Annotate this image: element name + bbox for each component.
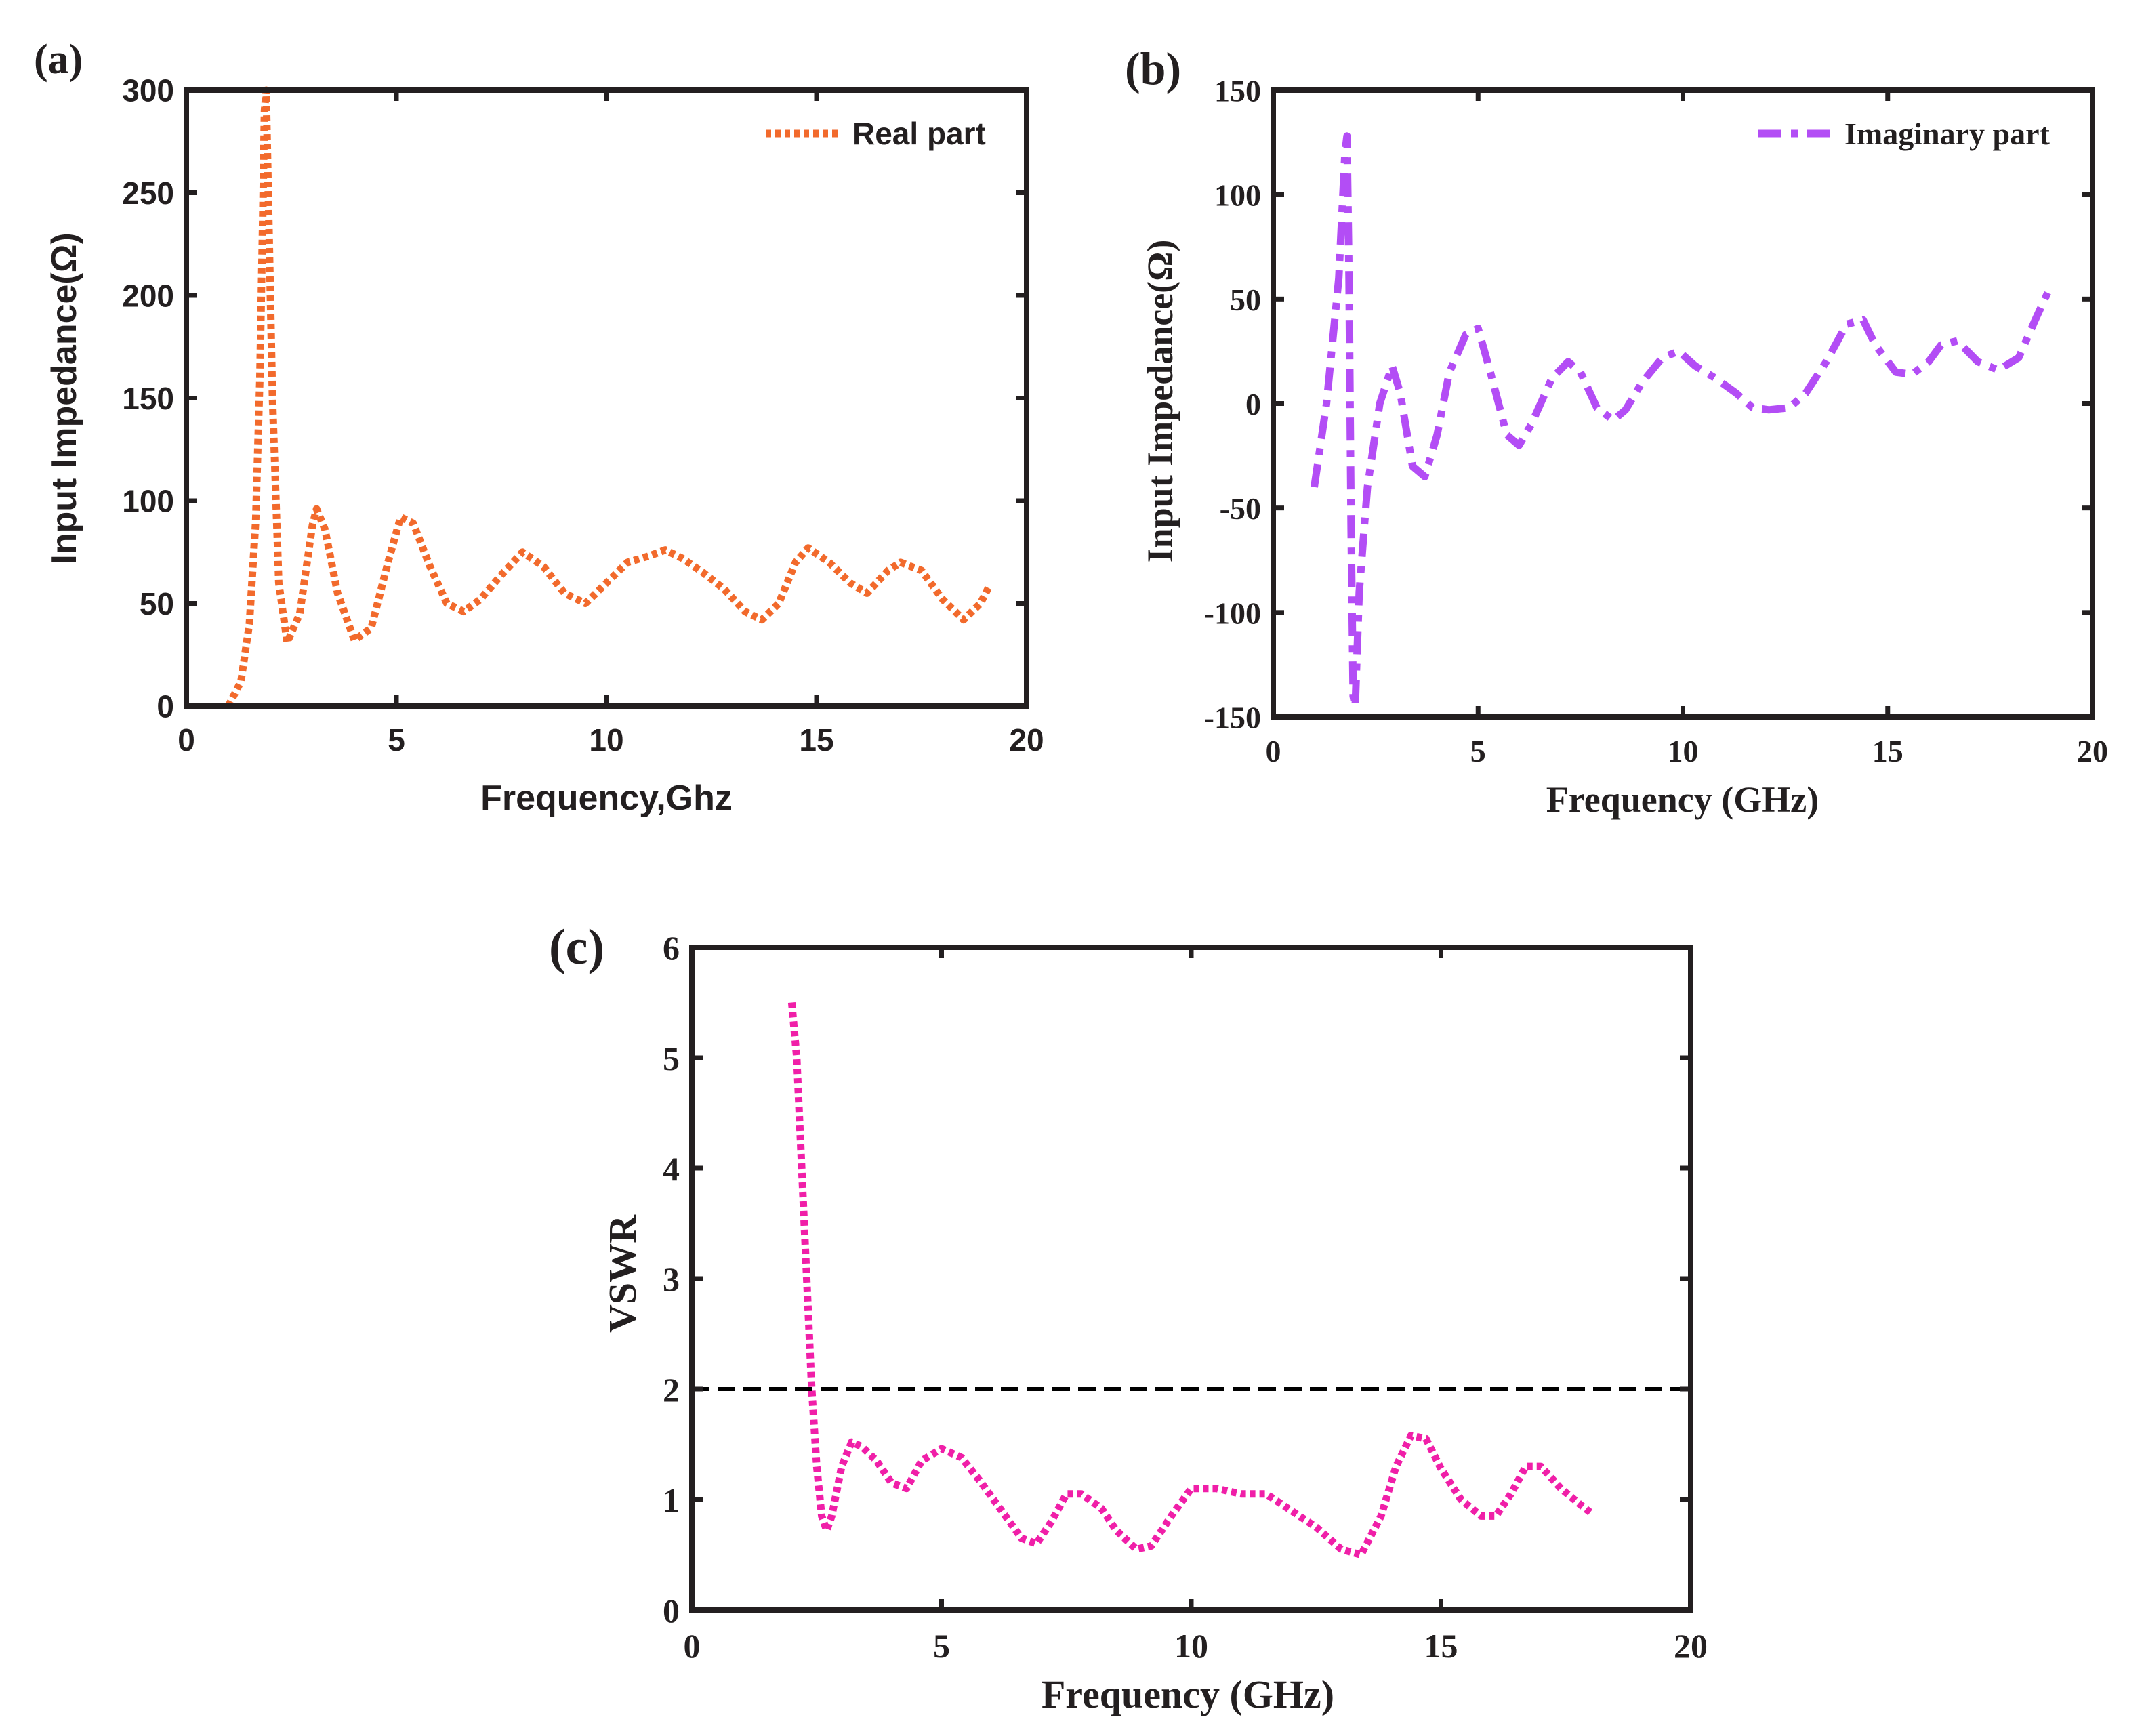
y-tick-label: 150 — [1214, 74, 1261, 108]
plot-frame — [1271, 87, 2095, 720]
x-axis-label: Frequency (GHz) — [1042, 1672, 1334, 1716]
x-tick-label: 15 — [1872, 734, 1903, 768]
y-axis-label: VSWR — [600, 1214, 644, 1333]
y-tick-label: 2 — [663, 1371, 680, 1409]
x-tick-label: 5 — [388, 722, 405, 758]
legend-label: Real part — [852, 116, 986, 151]
y-tick-label: 1 — [663, 1481, 680, 1519]
series-line-vswr — [787, 1002, 1593, 1558]
y-tick-label: 100 — [122, 484, 174, 519]
y-axis-label: Input Impedance(Ω) — [1140, 240, 1180, 563]
x-axis-label: Frequency (GHz) — [1546, 779, 1819, 820]
y-tick-label: 300 — [122, 73, 174, 108]
y-tick-label: 6 — [663, 929, 680, 967]
panel-c-chart: 0 5 10 15 20 0 1 2 3 4 5 6 Frequency (GHz) VSWR (c) — [549, 919, 1708, 1716]
x-tick-label: 10 — [1668, 734, 1699, 768]
x-tick-label: 5 — [1470, 734, 1486, 768]
legend-label: Imaginary part — [1844, 117, 2050, 151]
x-tick-label: 5 — [933, 1627, 950, 1665]
panel-b-chart: 0 5 10 15 20 -150 -100 -50 0 50 100 150 Frequency (G… — [1125, 43, 2108, 820]
series-line-imaginary-part — [1311, 132, 2055, 711]
y-tick-label: 4 — [663, 1150, 680, 1188]
y-tick-label: 50 — [140, 586, 174, 621]
y-tick-label: 0 — [1245, 387, 1261, 421]
x-tick-label: 15 — [799, 722, 833, 758]
panel-a-chart: 0 5 10 15 20050100150200250300Frequency,GhzI… — [34, 37, 1044, 818]
x-tick-label: 0 — [684, 1627, 701, 1665]
y-tick-label: 100 — [1214, 178, 1261, 213]
x-tick-label: 10 — [589, 722, 623, 758]
panel-label: (c) — [549, 919, 604, 975]
y-tick-label: 50 — [1230, 283, 1261, 317]
x-tick-label: 20 — [2077, 734, 2108, 768]
y-tick-label: 5 — [663, 1039, 680, 1077]
x-tick-label: 20 — [1009, 722, 1044, 758]
x-axis-label: Frequency,Ghz — [480, 779, 733, 818]
y-tick-label: 200 — [122, 278, 174, 314]
y-tick-label: 150 — [122, 381, 174, 416]
y-tick-label: -150 — [1204, 701, 1261, 735]
panel-label: (a) — [34, 37, 83, 83]
panel-label: (b) — [1125, 43, 1181, 94]
y-tick-label: 0 — [663, 1592, 680, 1630]
x-tick-label: 10 — [1174, 1627, 1208, 1665]
y-tick-label: 250 — [122, 175, 174, 211]
series-line-real-part — [225, 86, 993, 708]
x-tick-label: 20 — [1674, 1627, 1708, 1665]
y-axis-label: Input Impedance(Ω) — [45, 232, 84, 564]
x-tick-label: 0 — [1266, 734, 1281, 768]
y-tick-label: -100 — [1204, 596, 1261, 630]
plot-frame — [689, 945, 1693, 1613]
x-tick-label: 0 — [178, 722, 195, 758]
plot-frame — [184, 87, 1029, 709]
y-tick-label: 0 — [157, 689, 174, 724]
x-tick-label: 15 — [1424, 1627, 1458, 1665]
y-tick-label: 3 — [663, 1260, 680, 1298]
y-tick-label: -50 — [1220, 491, 1261, 526]
